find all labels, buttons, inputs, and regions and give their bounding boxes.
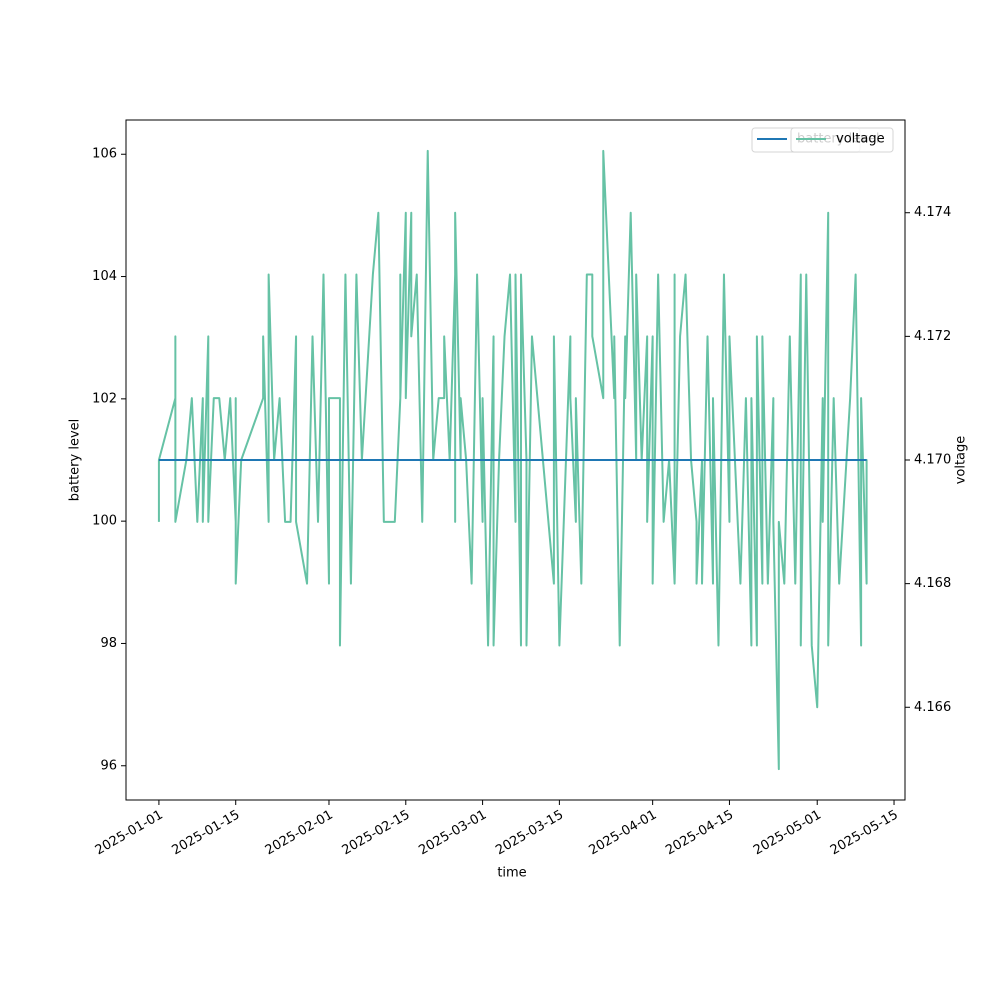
y-tick-label: 104 bbox=[92, 269, 117, 284]
y-tick-label: 100 bbox=[92, 514, 117, 529]
plot-area bbox=[157, 149, 868, 771]
y2-axis-label: voltage bbox=[954, 436, 969, 485]
y-tick-label: 96 bbox=[100, 758, 117, 773]
y2-tick-label: 4.166 bbox=[914, 700, 951, 715]
y2-tick-label: 4.170 bbox=[914, 453, 951, 468]
y2-tick-label: 4.174 bbox=[914, 205, 951, 220]
y2-tick-label: 4.172 bbox=[914, 329, 951, 344]
y-tick-label: 106 bbox=[92, 147, 117, 162]
legend-box bbox=[790, 127, 894, 153]
y-tick-label: 98 bbox=[100, 636, 117, 651]
legend-label: voltage bbox=[836, 132, 885, 147]
x-axis-label: time bbox=[497, 866, 526, 881]
y-tick-label: 102 bbox=[92, 391, 117, 406]
y-axis-label: battery level bbox=[68, 419, 83, 502]
y2-tick-label: 4.168 bbox=[914, 576, 951, 591]
